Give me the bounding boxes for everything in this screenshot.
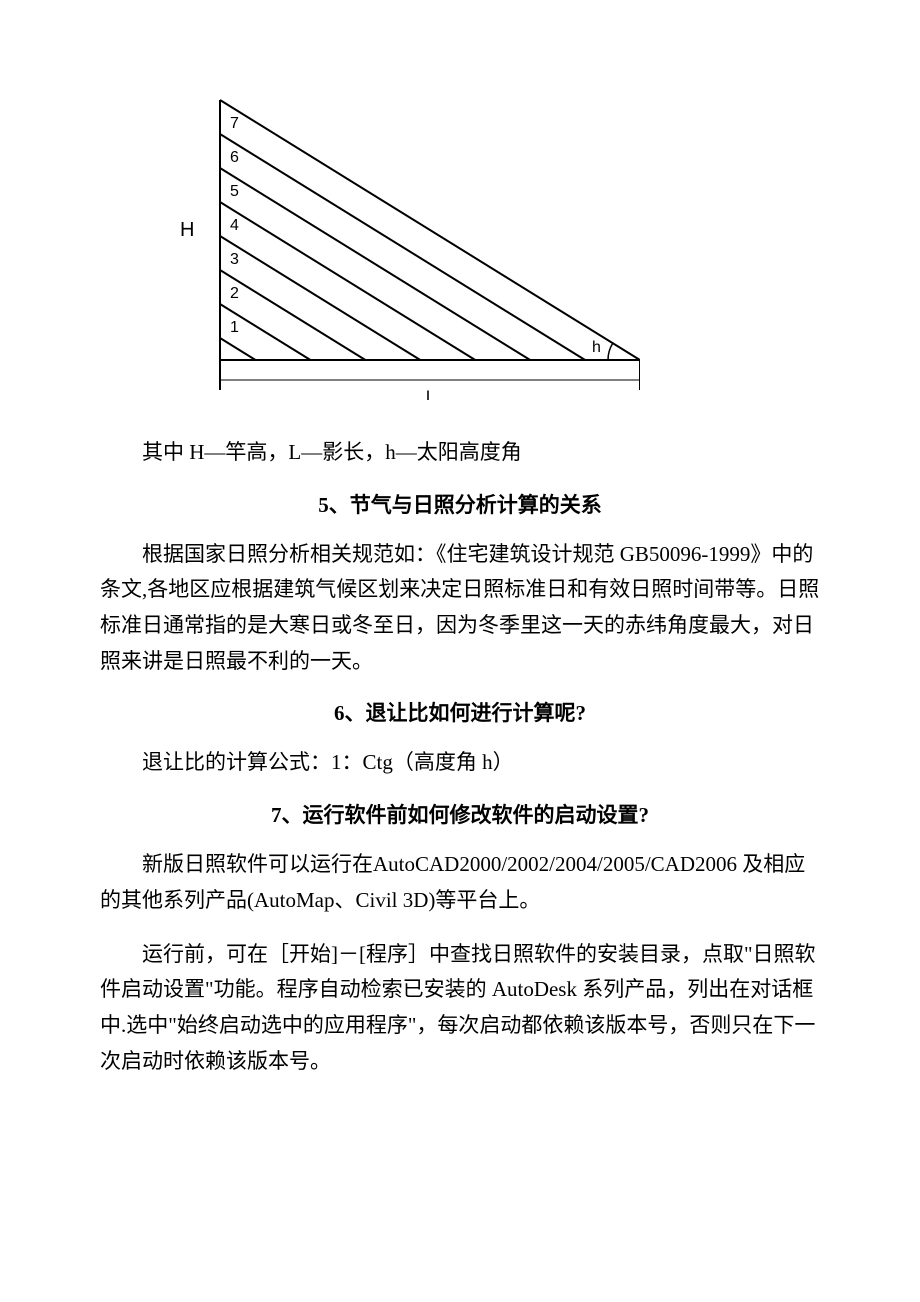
document-page: 7 6 5 4 3 2 1 Hl h 其中 H—竿高，L—影长，h—太阳高度角 5、节气与日照分… — [0, 0, 920, 1302]
section-6-body: 退让比的计算公式：1：Ctg（高度角 h） — [100, 745, 820, 781]
svg-text:h: h — [592, 339, 601, 356]
section-5-heading: 5、节气与日照分析计算的关系 — [100, 489, 820, 519]
svg-text:4: 4 — [230, 217, 239, 234]
diagram-caption: 其中 H—竿高，L—影长，h—太阳高度角 — [100, 435, 820, 471]
svg-text:5: 5 — [230, 183, 239, 200]
svg-text:H: H — [180, 219, 194, 241]
diagram-svg: 7 6 5 4 3 2 1 Hl h — [160, 60, 640, 400]
section-7-body-1: 新版日照软件可以运行在AutoCAD2000/2002/2004/2005/CA… — [100, 847, 820, 918]
svg-text:7: 7 — [230, 115, 239, 132]
section-6-heading: 6、退让比如何进行计算呢? — [100, 697, 820, 727]
section-7-heading: 7、运行软件前如何修改软件的启动设置? — [100, 799, 820, 829]
section-5-body: 根据国家日照分析相关规范如：《住宅建筑设计规范 GB50096-1999》中的条… — [100, 537, 820, 680]
svg-text:6: 6 — [230, 149, 239, 166]
svg-text:3: 3 — [230, 251, 239, 268]
svg-text:1: 1 — [230, 319, 239, 336]
shadow-diagram: 7 6 5 4 3 2 1 Hl h — [160, 60, 820, 405]
section-7-body-2: 运行前，可在［开始]－[程序］中查找日照软件的安装目录，点取"日照软件启动设置"… — [100, 937, 820, 1080]
svg-text:l: l — [426, 388, 430, 400]
svg-text:2: 2 — [230, 285, 239, 302]
